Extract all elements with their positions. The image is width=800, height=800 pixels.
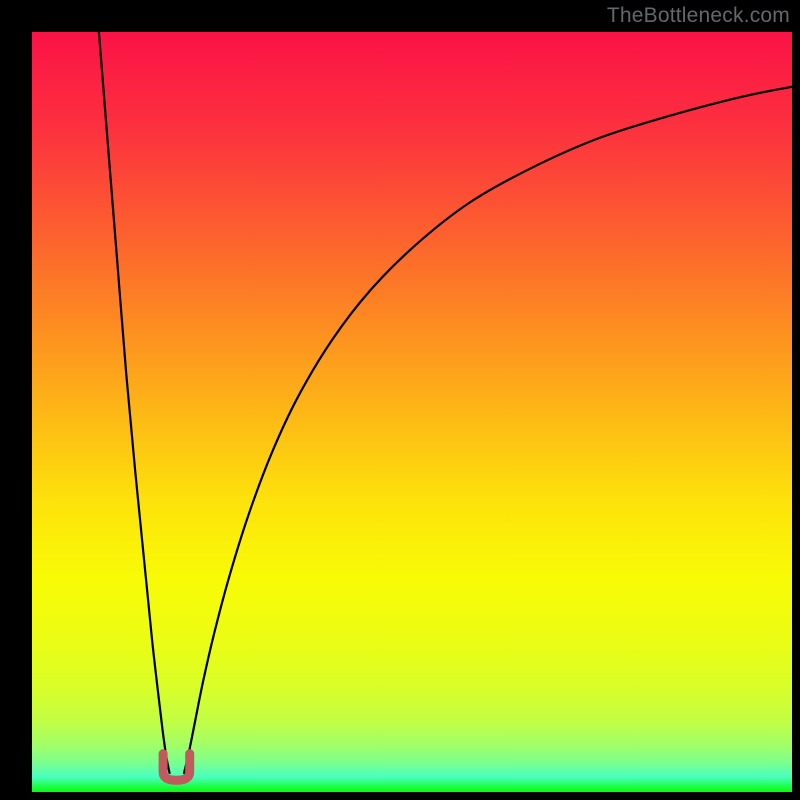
curve-right-branch — [184, 87, 792, 773]
figure-root: TheBottleneck.com — [0, 0, 800, 800]
plot-area — [32, 32, 792, 792]
curve-left-branch — [99, 32, 170, 773]
optimal-marker — [163, 754, 190, 781]
watermark-text: TheBottleneck.com — [607, 4, 790, 28]
bottleneck-curve — [32, 32, 792, 792]
